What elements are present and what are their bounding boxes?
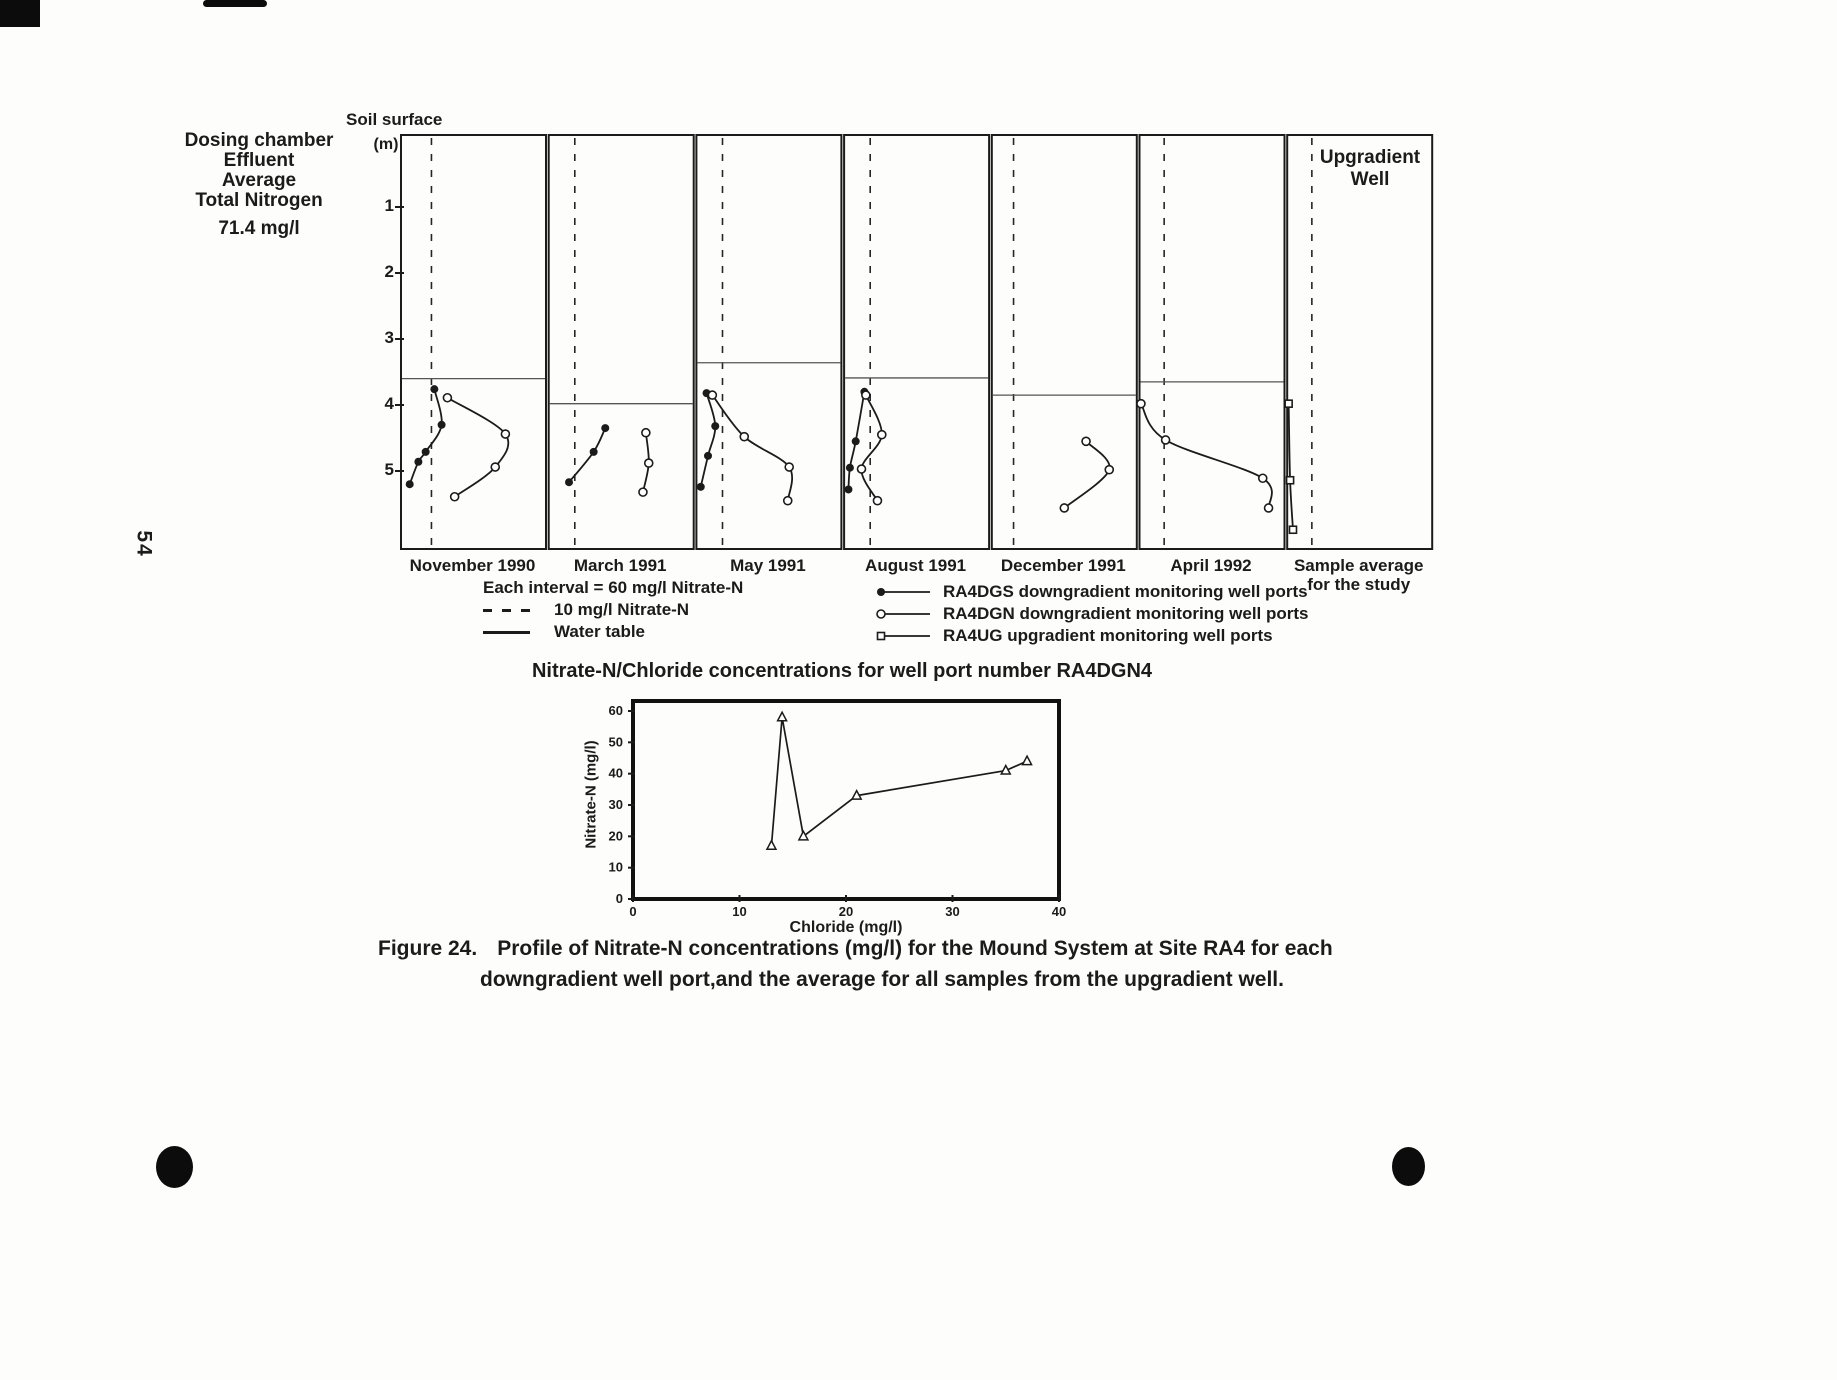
- water-table-line-marker: [483, 630, 530, 634]
- series-legend: RA4DGS downgradient monitoring well port…: [872, 581, 1309, 647]
- dashed-line-legend-row: 10 mg/l Nitrate-N: [483, 599, 743, 621]
- panel-1: [400, 134, 547, 550]
- depth-tick-label: 1: [384, 196, 394, 215]
- panel-label-3: May 1991: [730, 556, 806, 575]
- series-RA4DGS: [699, 392, 717, 488]
- interval-note: Each interval = 60 mg/l Nitrate-N: [483, 578, 744, 597]
- svg-text:50: 50: [609, 734, 623, 749]
- svg-text:0: 0: [629, 904, 636, 919]
- legend-series-row: RA4DGS downgradient monitoring well port…: [872, 581, 1309, 603]
- svg-text:60: 60: [609, 703, 623, 718]
- page-number: 54: [132, 530, 156, 558]
- panel-label-2: March 1991: [573, 556, 667, 575]
- panel-label-1: November 1990: [409, 556, 536, 575]
- nitrate-axis-label: Nitrate-N (mg/l): [582, 740, 600, 849]
- scan-artifact-corner: [0, 0, 40, 27]
- series-RA4DGS: [847, 391, 866, 490]
- legend-series-row: RA4DGN downgradient monitoring well port…: [872, 603, 1309, 625]
- dosing-note-line: Dosing chamber: [184, 130, 334, 151]
- depth-tick-label: 3: [384, 328, 394, 347]
- caption-line2: downgradient well port,and the average f…: [480, 968, 1284, 991]
- open-circle-legend-marker: [876, 609, 930, 619]
- scan-artifact-smudge: [203, 0, 267, 7]
- lower-chart-title: Nitrate-N/Chloride concentrations for we…: [531, 660, 1153, 682]
- panel-label-6: April 1992: [1170, 556, 1252, 575]
- legend-series-label: RA4DGN downgradient monitoring well port…: [943, 604, 1309, 623]
- panel-3: [695, 134, 843, 550]
- binder-hole-right: [1392, 1147, 1425, 1186]
- svg-text:20: 20: [839, 904, 853, 919]
- series-RA4DGN: [446, 396, 510, 498]
- binder-hole-left: [156, 1146, 193, 1188]
- panel-2: [547, 134, 695, 550]
- dashed-line-marker: [483, 608, 530, 612]
- series-RA4DGN: [1140, 403, 1273, 509]
- figure-number: Figure 24.: [378, 937, 478, 960]
- total-nitrogen-value: 71.4 mg/l: [218, 218, 300, 239]
- dosing-chamber-note: Dosing chamber Effluent Average Total Ni…: [176, 131, 342, 239]
- series-RA4DGN4: [770, 717, 1028, 846]
- panel-label-5: December 1991: [1000, 556, 1126, 575]
- dosing-note-line: Total Nitrogen: [195, 190, 323, 211]
- series-RA4DGN: [860, 394, 883, 502]
- filled-circle-legend-marker: [877, 588, 930, 596]
- panel-6: [1136, 134, 1286, 550]
- svg-text:30: 30: [609, 797, 623, 812]
- chloride-axis-label: Chloride (mg/l): [789, 919, 903, 936]
- svg-text:40: 40: [609, 766, 623, 781]
- svg-text:10: 10: [609, 860, 623, 875]
- series-RA4DGN: [711, 394, 793, 501]
- depth-tick-label: 2: [384, 262, 394, 281]
- svg-text:0: 0: [616, 891, 623, 906]
- figure-caption: Figure 24. Profile of Nitrate-N concentra…: [378, 933, 1358, 995]
- water-table-legend-row: Water table: [483, 621, 743, 643]
- series-RA4DGS: [408, 388, 443, 485]
- depth-tick-label: 5: [384, 460, 394, 479]
- panel-7: [1284, 134, 1434, 550]
- interval-legend: Each interval = 60 mg/l Nitrate-N 10 mg/…: [483, 577, 743, 643]
- open-square-legend-marker: [876, 631, 930, 641]
- depth-unit-label: (m): [373, 136, 399, 153]
- dosing-note-line: Effluent: [223, 150, 295, 171]
- svg-text:20: 20: [609, 828, 623, 843]
- svg-text:40: 40: [1052, 904, 1066, 919]
- water-table-label: Water table: [554, 622, 646, 641]
- depth-tick-label: 4: [384, 394, 394, 413]
- series-RA4UG: [1287, 403, 1294, 530]
- legend-series-row: RA4UG upgradient monitoring well ports: [872, 625, 1309, 647]
- upgradient-well-label: Upgradient Well: [1319, 147, 1421, 190]
- dosing-note-line: Average: [221, 170, 297, 191]
- svg-text:30: 30: [945, 904, 959, 919]
- svg-text:10: 10: [732, 904, 746, 919]
- panel-4: [843, 134, 991, 550]
- panel-label-4: August 1991: [865, 556, 967, 575]
- dashed-line-label: 10 mg/l Nitrate-N: [554, 600, 690, 619]
- caption-line1: Profile of Nitrate-N concentrations (mg/…: [497, 937, 1333, 960]
- nitrate-chloride-chart: 0 10 20 30 40 50 60 0 10 20 30 40: [609, 699, 1066, 919]
- depth-profile-panels-figure: [400, 134, 1434, 550]
- legend-series-label: RA4DGS downgradient monitoring well port…: [943, 582, 1308, 601]
- panel-5: [990, 134, 1138, 550]
- legend-series-label: RA4UG upgradient monitoring well ports: [943, 626, 1273, 645]
- soil-surface-label: Soil surface: [346, 110, 443, 129]
- series-RA4DGN: [1063, 440, 1111, 509]
